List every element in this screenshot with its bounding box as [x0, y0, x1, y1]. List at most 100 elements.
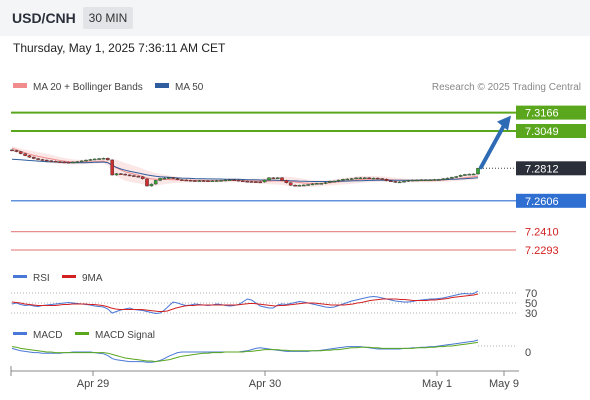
rsi-tick-label: 30 — [525, 308, 537, 320]
rsi-series-line — [11, 290, 479, 315]
candle — [380, 178, 385, 180]
trend-arrow-shaft — [479, 121, 507, 170]
candle — [310, 183, 315, 186]
candle — [119, 173, 123, 175]
candle — [249, 181, 254, 183]
level-label-bg — [516, 105, 586, 120]
datetime-label: Thursday, May 1, 2025 7:36:11 AM CET — [13, 41, 226, 55]
candle — [345, 178, 350, 181]
bollinger-band — [12, 146, 478, 188]
candle — [302, 184, 306, 187]
rsi-tick-label: 70 — [525, 288, 537, 300]
macd-panel: 0 — [11, 339, 531, 363]
level-label-support: 7.2410 — [525, 227, 559, 239]
candle — [423, 179, 428, 182]
candle — [175, 178, 180, 180]
candle — [32, 156, 36, 159]
level-label-support: 7.2293 — [525, 245, 559, 257]
candle — [467, 173, 472, 176]
candle — [88, 159, 93, 161]
candle — [280, 177, 284, 181]
candle — [315, 183, 319, 185]
candle — [336, 179, 341, 182]
timeframe-button[interactable]: 30 MIN — [83, 7, 133, 29]
level-label-bg — [516, 124, 586, 138]
candle — [458, 174, 463, 177]
candle — [240, 180, 245, 183]
level-label-resistance: 7.3049 — [525, 126, 559, 138]
level-label-bg — [516, 193, 586, 208]
candle — [293, 184, 297, 187]
candle — [341, 179, 345, 181]
candle — [49, 160, 53, 163]
candle — [188, 180, 193, 182]
macd-series-line — [11, 339, 479, 363]
candle — [367, 177, 371, 180]
candle — [332, 180, 337, 183]
candle — [454, 176, 459, 178]
candle — [162, 177, 167, 180]
candle — [419, 179, 424, 182]
candle — [153, 180, 158, 185]
candle — [437, 179, 441, 181]
legend-swatch-rsi — [13, 275, 27, 278]
macd-tick-label: 0 — [525, 347, 531, 359]
candle — [197, 180, 202, 182]
candle — [193, 180, 197, 182]
rsi-tick-label: 50 — [525, 298, 537, 310]
candle — [145, 178, 149, 187]
legend-ma20-bollinger: MA 20 + Bollinger Bands — [33, 82, 143, 93]
candle — [184, 179, 189, 182]
candle — [92, 158, 97, 161]
candle — [445, 177, 450, 180]
x-tick-label: Apr 29 — [77, 378, 109, 390]
candle — [206, 180, 210, 183]
candle — [354, 177, 358, 180]
candle — [323, 182, 328, 184]
price-panel: 7.3166 7.3049 7.2812 7.2606 7.2410 7.2293 — [10, 105, 586, 257]
level-label-resistance: 7.3166 — [525, 108, 559, 120]
candle — [45, 159, 49, 162]
credit-text: Research © 2025 Trading Central — [432, 82, 581, 93]
legend-swatch-ma20 — [13, 83, 27, 88]
candle — [158, 178, 162, 181]
candle — [201, 180, 206, 182]
candle — [275, 177, 280, 180]
candle — [166, 177, 171, 179]
candle — [397, 181, 402, 184]
candle — [376, 177, 380, 180]
candle — [371, 177, 376, 180]
legend-rsi: RSI — [33, 273, 50, 284]
legend-macd-signal: MACD Signal — [95, 330, 155, 341]
candle — [127, 174, 132, 177]
level-label-support: 7.2606 — [525, 196, 559, 208]
candle — [410, 179, 415, 182]
candle — [428, 179, 432, 182]
x-axis-ticks: Apr 29 Apr 30 May 1 May 9 — [10, 366, 519, 390]
candle — [101, 157, 106, 160]
candle — [123, 173, 127, 176]
candle — [149, 183, 154, 187]
candle — [110, 159, 114, 176]
candle — [297, 185, 302, 187]
legend-macd: MACD — [33, 330, 62, 341]
candle — [406, 180, 411, 182]
x-tick-label: May 1 — [422, 378, 452, 390]
level-label-bg — [516, 161, 586, 176]
legend-swatch-rsi-ma — [62, 275, 76, 278]
candle — [53, 160, 58, 163]
candle — [393, 181, 398, 183]
candle — [471, 173, 476, 176]
candle — [114, 173, 119, 176]
candle — [18, 151, 23, 154]
candle — [271, 177, 276, 180]
candle — [463, 174, 467, 176]
candle — [62, 161, 67, 164]
x-tick-label: Apr 30 — [249, 378, 281, 390]
candle — [450, 177, 454, 179]
candle — [136, 175, 141, 178]
candle — [236, 179, 241, 182]
ma50-line — [11, 158, 479, 182]
